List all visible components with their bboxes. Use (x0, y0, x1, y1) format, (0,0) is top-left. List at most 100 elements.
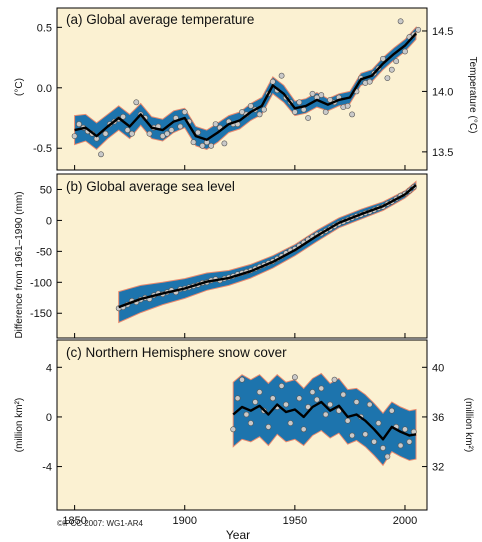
panel-b-ytick-label: 50 (40, 184, 52, 196)
panel-a-frame (56, 7, 428, 171)
panel-a-annual-point (181, 109, 188, 115)
panel-b-ytick-label: -150 (30, 308, 52, 320)
panel-a-annual-point (349, 111, 355, 118)
panel-c-annual-point (318, 385, 325, 392)
panel-c-title: (c) Northern Hemisphere snow cover (66, 345, 287, 360)
panel-a-annual-point (318, 92, 325, 98)
panel-c-right-ytick-label: 32 (432, 462, 444, 474)
panel-a-smoothed-line (74, 32, 417, 142)
panel-a-annual-point (212, 121, 219, 127)
panel-c-annual-point (349, 432, 355, 439)
panel-a-annual-point (102, 130, 109, 137)
panel-c-annual-point (283, 401, 289, 408)
panel-a-annual-point (256, 111, 263, 118)
panel-a-right-ylabel: Temperature (°C) (467, 57, 478, 134)
panel-a-annual-point (71, 133, 78, 139)
panel-c-left-ylabel: (million km²) (14, 398, 25, 452)
panel-a-ytick-label: 0.0 (37, 83, 52, 95)
panel-a-annual-point (397, 18, 404, 25)
panel-c-annual-point (344, 417, 351, 424)
panel-c-annual-point (252, 399, 259, 405)
panel-c-annual-point (340, 391, 347, 398)
panel-a-title: (a) Global average temperature (66, 12, 254, 27)
credit-text: ©IPCC 2007: WG1-AR4 (57, 519, 143, 528)
panel-b-ytick-label: -50 (36, 246, 52, 258)
panel-a-background (57, 8, 427, 170)
panel-c-annual-point (388, 407, 395, 414)
panel-c-annual-point (375, 420, 382, 426)
panel-c-annual-point (397, 442, 404, 449)
panel-a-annual-point (208, 142, 215, 149)
panel-a-annual-point (344, 103, 351, 109)
x-tick-label: 1950 (283, 515, 307, 527)
panel-c-annual-point (243, 411, 250, 418)
panel-a-annual-point (309, 90, 316, 97)
panel-a-annual-point (133, 99, 140, 106)
panel-a-annual-point (190, 139, 197, 146)
panel-a-right-ytick-label: 13.5 (432, 147, 453, 159)
panel-b-title: (b) Global average sea level (66, 179, 235, 194)
panel-c-annual-point (239, 376, 245, 383)
panel-a-annual-point (322, 109, 329, 115)
panel-c-annual-point (406, 438, 413, 445)
panel-a-annual-point (195, 129, 201, 136)
panel-b-left-ylabel: Difference from 1961–1990 (mm) (14, 191, 25, 338)
panel-a-annual-point (120, 113, 126, 120)
panel-a-annual-point (221, 140, 228, 147)
panel-c-annual-point (300, 426, 307, 433)
panel-a-annual-point (239, 109, 245, 115)
panel-c-annual-point (234, 395, 241, 402)
panel-c-annual-point (247, 420, 254, 426)
panel-b-frame (56, 173, 428, 339)
panel-a-annual-point (146, 130, 153, 137)
panel-c-right-ytick-label: 36 (432, 412, 444, 424)
panel-c-annual-point (366, 401, 373, 408)
panel-c-annual-point (269, 395, 276, 402)
x-tick-label: 1900 (172, 515, 196, 527)
panel-c-annual-point (313, 396, 320, 403)
panel-c-frame (56, 339, 428, 511)
panel-a-annual-point (76, 121, 82, 127)
panel-a-annual-point (177, 123, 184, 130)
panel-a-annual-point (159, 133, 166, 139)
panel-b-smoothed-line (118, 184, 417, 309)
panel-c-annual-point (353, 399, 360, 405)
panel-a-annual-point (384, 75, 391, 81)
panel-c-annual-point (265, 423, 272, 430)
panel-c-annual-point (256, 389, 263, 395)
panel-c-annual-point (402, 426, 408, 433)
panel-c-annual-point (322, 411, 329, 418)
panel-c-annual-point (287, 420, 294, 426)
panel-c-annual-point (296, 395, 303, 402)
panel-c-uncertainty-band (232, 372, 417, 467)
panel-c-smoothed-line (232, 400, 417, 441)
panel-c-annual-point (291, 374, 298, 381)
panel-a-annual-point (168, 127, 175, 134)
panel-a-annual-point (269, 78, 276, 85)
panel-a-right-ytick-label: 14.0 (432, 86, 453, 98)
panel-b-background (57, 174, 427, 338)
panel-c-right-ytick-label: 40 (432, 362, 444, 374)
panel-c-annual-point (380, 445, 386, 451)
panel-c-annual-point (309, 389, 316, 395)
panel-c-annual-point (278, 382, 285, 389)
panel-c-ytick-label: -4 (42, 462, 52, 474)
panel-a-right-ytick-label: 14.5 (432, 26, 453, 38)
panel-a-annual-point (261, 106, 267, 113)
panel-c-ytick-label: 0 (46, 412, 52, 424)
panel-a-annual-point (366, 78, 373, 85)
panel-a-annual-point (415, 26, 422, 33)
panel-b-ytick-label: -100 (30, 277, 52, 289)
x-tick-label: 1850 (62, 515, 86, 527)
panel-a-annual-point (278, 72, 285, 79)
panel-a-annual-point (388, 66, 395, 73)
panel-b-ytick-label: 0 (46, 215, 52, 227)
panel-c-annual-point (384, 453, 391, 460)
panel-c-ytick-label: 4 (46, 362, 52, 374)
x-tick-label: 2000 (393, 515, 417, 527)
panel-a-ytick-label: -0.5 (33, 143, 52, 155)
panel-a-annual-point (393, 58, 400, 65)
panel-a-annual-point (296, 99, 303, 106)
panel-a-annual-point (380, 55, 386, 62)
